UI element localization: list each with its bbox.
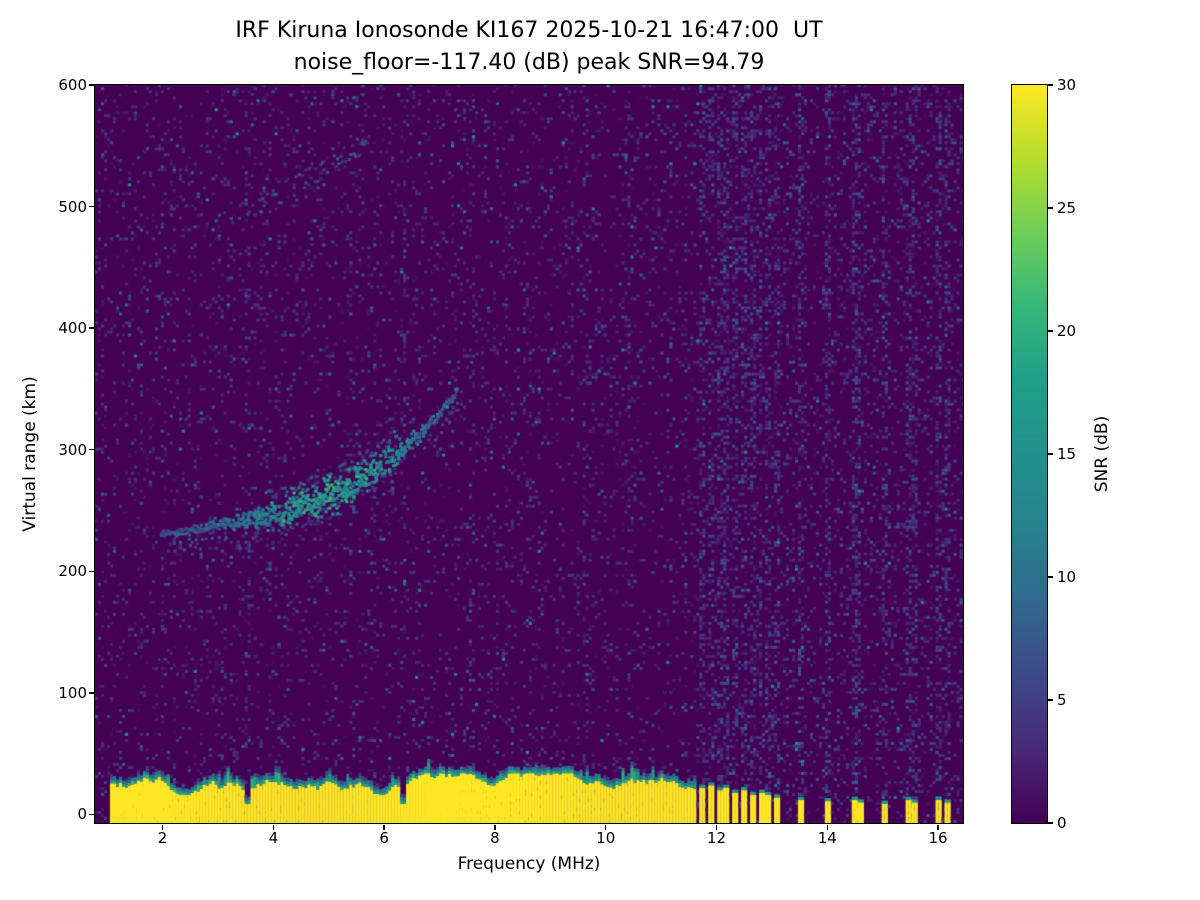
colorbar-tick-label: 5	[1057, 691, 1067, 709]
x-tick-label: 4	[268, 829, 279, 847]
x-tick-label: 2	[157, 829, 168, 847]
colorbar-tick-mark	[1048, 207, 1053, 209]
y-tick-label: 0	[77, 805, 87, 824]
x-tick-mark	[826, 825, 829, 830]
y-tick-mark	[89, 205, 94, 208]
x-tick-mark	[715, 825, 718, 830]
x-tick-mark	[161, 825, 164, 830]
colorbar-tick-label: 10	[1057, 568, 1077, 586]
ionogram-heatmap	[94, 84, 964, 824]
colorbar-tick-label: 30	[1057, 76, 1077, 94]
chart-title: IRF Kiruna Ionosonde KI167 2025-10-21 16…	[235, 18, 823, 43]
colorbar	[1011, 84, 1048, 824]
colorbar-tick-mark	[1048, 699, 1053, 701]
x-tick-label: 14	[817, 829, 837, 847]
y-tick-mark	[89, 692, 94, 694]
colorbar-tick-mark	[1048, 453, 1053, 455]
colorbar-tick-label: 0	[1057, 814, 1067, 832]
y-tick-label: 400	[58, 319, 87, 338]
y-tick-mark	[89, 570, 94, 573]
colorbar-tick-label: 25	[1057, 199, 1077, 217]
colorbar-tick-mark	[1048, 84, 1053, 86]
y-tick-label: 600	[58, 76, 87, 94]
x-tick-mark	[272, 825, 275, 830]
y-tick-mark	[89, 448, 94, 451]
y-tick-label: 500	[58, 197, 87, 216]
y-tick-label: 300	[58, 440, 87, 459]
y-tick-label: 100	[58, 683, 87, 702]
x-tick-mark	[604, 825, 607, 830]
colorbar-label: SNR (dB)	[1092, 415, 1112, 493]
colorbar-tick-mark	[1048, 330, 1053, 332]
colorbar-tick-mark	[1048, 576, 1053, 578]
x-axis-label: Frequency (MHz)	[457, 854, 601, 874]
x-tick-label: 8	[490, 829, 500, 847]
chart-subtitle: noise_floor=-117.40 (dB) peak SNR=94.79	[293, 50, 765, 75]
x-tick-label: 6	[379, 829, 389, 847]
colorbar-tick-label: 20	[1057, 322, 1077, 340]
x-tick-label: 10	[596, 829, 616, 847]
y-tick-mark	[89, 84, 94, 86]
colorbar-tick-label: 15	[1057, 445, 1077, 463]
colorbar-tick-mark	[1048, 822, 1053, 824]
x-tick-label: 12	[706, 829, 727, 847]
x-tick-label: 16	[928, 829, 948, 847]
y-tick-mark	[89, 327, 94, 329]
x-tick-mark	[383, 825, 385, 830]
y-tick-mark	[89, 813, 94, 816]
x-tick-mark	[937, 825, 939, 830]
y-tick-label: 200	[58, 562, 87, 581]
x-tick-mark	[494, 825, 496, 830]
